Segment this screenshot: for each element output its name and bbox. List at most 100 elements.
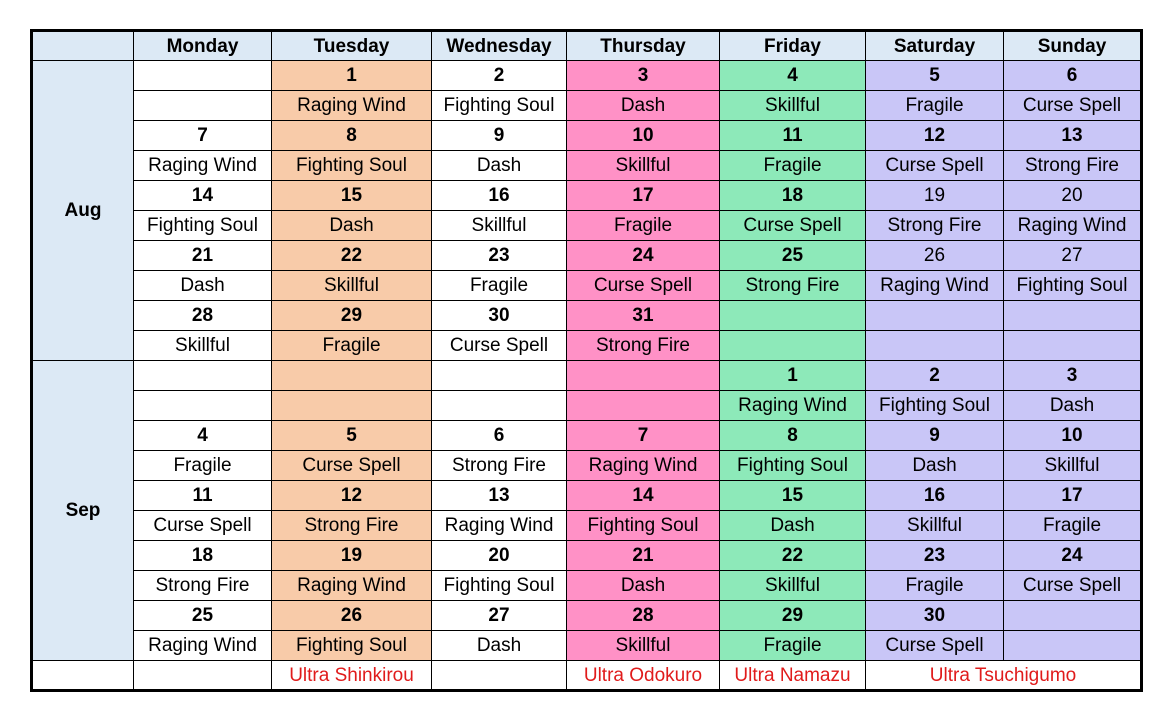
skill-row: Fighting Soul Dash Skillful Fragile Curse Sp… bbox=[32, 210, 1142, 241]
date-cell-saturday: 19 bbox=[865, 180, 1004, 211]
calendar-table: Monday Tuesday Wednesday Thursday Friday… bbox=[30, 29, 1143, 692]
date-cell-monday: 25 bbox=[133, 600, 272, 631]
date-cell-thursday: 17 bbox=[566, 180, 720, 211]
date-cell-tuesday: 1 bbox=[271, 60, 432, 91]
footer-empty-wednesday bbox=[431, 660, 567, 691]
date-cell-wednesday: 13 bbox=[431, 480, 567, 511]
skill-cell-tuesday: Fragile bbox=[271, 330, 432, 361]
date-cell-thursday: 21 bbox=[566, 540, 720, 571]
skill-cell-sunday: Dash bbox=[1003, 390, 1142, 421]
date-cell-monday: 18 bbox=[133, 540, 272, 571]
date-cell-sunday: 27 bbox=[1003, 240, 1142, 271]
skill-cell-wednesday: Strong Fire bbox=[431, 450, 567, 481]
skill-cell-sunday: Fighting Soul bbox=[1003, 270, 1142, 301]
date-cell-tuesday: 12 bbox=[271, 480, 432, 511]
skill-cell-saturday: Curse Spell bbox=[865, 630, 1004, 661]
skill-cell-sunday bbox=[1003, 630, 1142, 661]
header-row: Monday Tuesday Wednesday Thursday Friday… bbox=[31, 30, 1142, 61]
boss-label-friday: Ultra Namazu bbox=[719, 660, 866, 691]
date-row: 4 5 6 7 8 9 10 bbox=[32, 420, 1142, 451]
date-cell-friday: 15 bbox=[719, 480, 866, 511]
date-row: 25 26 27 28 29 30 bbox=[32, 600, 1142, 631]
skill-row: Strong Fire Raging Wind Fighting Soul Dash S… bbox=[32, 570, 1142, 601]
skill-cell-monday bbox=[133, 390, 272, 421]
skill-cell-sunday: Skillful bbox=[1003, 450, 1142, 481]
date-cell-wednesday: 20 bbox=[431, 540, 567, 571]
skill-cell-saturday: Raging Wind bbox=[865, 270, 1004, 301]
date-cell-thursday: 3 bbox=[566, 60, 720, 91]
date-cell-tuesday: 26 bbox=[271, 600, 432, 631]
date-row: 14 15 16 17 18 19 20 bbox=[32, 180, 1142, 211]
skill-cell-wednesday: Fragile bbox=[431, 270, 567, 301]
day-header-saturday: Saturday bbox=[865, 30, 1004, 61]
skill-cell-tuesday: Strong Fire bbox=[271, 510, 432, 541]
date-cell-saturday: 5 bbox=[865, 60, 1004, 91]
date-cell-saturday bbox=[865, 300, 1004, 331]
date-cell-wednesday: 27 bbox=[431, 600, 567, 631]
day-header-monday: Monday bbox=[133, 30, 272, 61]
skill-cell-monday: Fighting Soul bbox=[133, 210, 272, 241]
skill-cell-tuesday: Dash bbox=[271, 210, 432, 241]
date-cell-saturday: 2 bbox=[865, 360, 1004, 391]
date-cell-saturday: 23 bbox=[865, 540, 1004, 571]
boss-label-weekend: Ultra Tsuchigumo bbox=[865, 660, 1142, 691]
skill-row: Fragile Curse Spell Strong Fire Raging Wind… bbox=[32, 450, 1142, 481]
skill-row: Raging Wind Fighting Soul Dash Skillful Frag… bbox=[32, 630, 1142, 661]
skill-cell-monday: Dash bbox=[133, 270, 272, 301]
skill-cell-wednesday: Dash bbox=[431, 630, 567, 661]
skill-cell-thursday: Skillful bbox=[566, 150, 720, 181]
date-cell-tuesday: 22 bbox=[271, 240, 432, 271]
date-cell-monday: 21 bbox=[133, 240, 272, 271]
date-cell-sunday: 20 bbox=[1003, 180, 1142, 211]
date-cell-wednesday bbox=[431, 360, 567, 391]
skill-cell-sunday: Strong Fire bbox=[1003, 150, 1142, 181]
skill-cell-tuesday: Skillful bbox=[271, 270, 432, 301]
date-cell-sunday: 6 bbox=[1003, 60, 1142, 91]
date-row: Aug 1 2 3 4 5 6 bbox=[31, 60, 1142, 361]
month-label-sep: Sep bbox=[31, 360, 134, 661]
date-row: 28 29 30 31 bbox=[32, 300, 1142, 331]
date-cell-sunday: 13 bbox=[1003, 120, 1142, 151]
date-cell-friday: 1 bbox=[719, 360, 866, 391]
skill-cell-wednesday: Skillful bbox=[431, 210, 567, 241]
skill-cell-tuesday: Fighting Soul bbox=[271, 150, 432, 181]
skill-cell-thursday bbox=[566, 390, 720, 421]
skill-cell-tuesday: Fighting Soul bbox=[271, 630, 432, 661]
skill-cell-monday: Raging Wind bbox=[133, 630, 272, 661]
skill-row: Raging Wind Fighting Soul Dash Skillful Frag… bbox=[32, 90, 1142, 121]
date-cell-friday bbox=[719, 300, 866, 331]
date-cell-wednesday: 2 bbox=[431, 60, 567, 91]
date-cell-tuesday: 15 bbox=[271, 180, 432, 211]
skill-cell-monday bbox=[133, 90, 272, 121]
date-row: 7 8 9 10 11 12 13 bbox=[32, 120, 1142, 151]
boss-footer-row: Ultra Shinkirou Ultra Odokuro Ultra Namazu… bbox=[31, 660, 1142, 691]
skill-cell-tuesday: Curse Spell bbox=[271, 450, 432, 481]
skill-cell-thursday: Dash bbox=[566, 570, 720, 601]
skill-cell-saturday: Fragile bbox=[865, 90, 1004, 121]
skill-cell-saturday: Strong Fire bbox=[865, 210, 1004, 241]
date-cell-monday: 28 bbox=[133, 300, 272, 331]
skill-cell-wednesday bbox=[431, 390, 567, 421]
skill-cell-thursday: Skillful bbox=[566, 630, 720, 661]
date-cell-thursday: 7 bbox=[566, 420, 720, 451]
date-cell-thursday: 10 bbox=[566, 120, 720, 151]
date-cell-tuesday: 19 bbox=[271, 540, 432, 571]
date-cell-tuesday: 29 bbox=[271, 300, 432, 331]
date-row: Sep 1 2 3 bbox=[31, 360, 1142, 661]
date-cell-monday: 7 bbox=[133, 120, 272, 151]
footer-empty-monday bbox=[133, 660, 272, 691]
skill-row: Raging Wind Fighting Soul Dash Skillful Frag… bbox=[32, 150, 1142, 181]
month-label-aug: Aug bbox=[31, 60, 134, 361]
footer-empty-corner bbox=[31, 660, 134, 691]
skill-cell-thursday: Dash bbox=[566, 90, 720, 121]
skill-cell-wednesday: Fighting Soul bbox=[431, 90, 567, 121]
date-cell-sunday bbox=[1003, 600, 1142, 631]
skill-row: Skillful Fragile Curse Spell Strong Fire bbox=[32, 330, 1142, 361]
date-cell-tuesday: 5 bbox=[271, 420, 432, 451]
skill-cell-friday bbox=[719, 330, 866, 361]
date-cell-wednesday: 6 bbox=[431, 420, 567, 451]
skill-cell-sunday: Curse Spell bbox=[1003, 570, 1142, 601]
day-header-thursday: Thursday bbox=[566, 30, 720, 61]
skill-cell-saturday: Skillful bbox=[865, 510, 1004, 541]
date-cell-wednesday: 16 bbox=[431, 180, 567, 211]
